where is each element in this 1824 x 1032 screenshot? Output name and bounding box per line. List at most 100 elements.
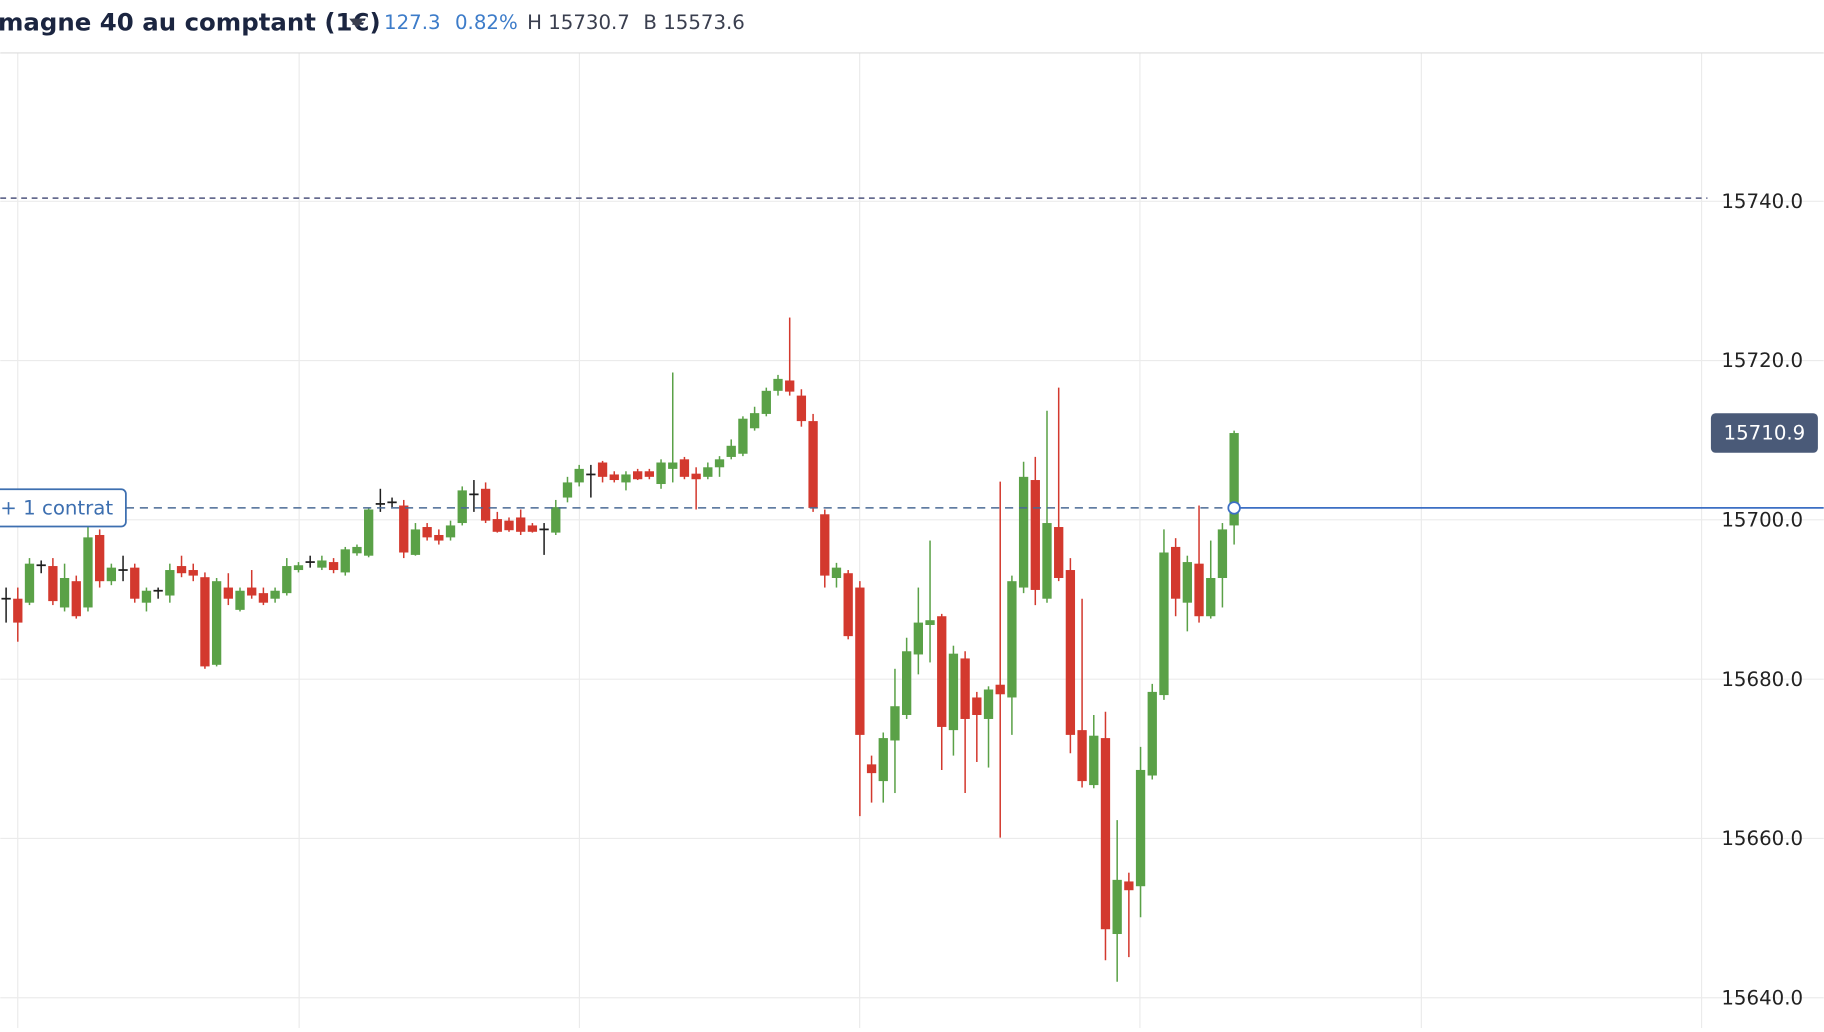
candle-body [95, 534, 105, 582]
candle-body [516, 517, 526, 532]
candle-body [1182, 562, 1192, 603]
candle-body [71, 581, 81, 617]
candle-body [948, 653, 959, 731]
candle-body [247, 587, 257, 596]
candle-body [13, 598, 23, 623]
candle-body [679, 459, 690, 477]
candle-body [703, 467, 713, 477]
instrument-title: magne 40 au comptant (1€) [0, 7, 381, 36]
candle-body [1065, 570, 1076, 735]
candle-body [24, 563, 35, 603]
candle-body [668, 462, 678, 469]
y-tick-label: 15640.0 [1721, 986, 1803, 1009]
candle-body [995, 684, 1005, 695]
grid-layer [0, 200, 1824, 999]
candle-body [59, 577, 70, 608]
day-low: B 15573.6 [643, 11, 745, 34]
candle-body [48, 566, 58, 602]
candle-body [785, 380, 795, 392]
candle-body [1124, 881, 1134, 891]
candle-body [1042, 523, 1052, 599]
candle-body [235, 590, 245, 610]
y-tick-label: 15740.0 [1721, 190, 1803, 213]
last-price-tag [1710, 413, 1818, 453]
candle-body [270, 590, 280, 599]
candle-body [340, 549, 350, 573]
candle-body [621, 474, 631, 483]
candle-body [562, 482, 573, 498]
candle-body [176, 566, 187, 574]
candle-body [1112, 879, 1122, 935]
candle-body [796, 395, 807, 422]
candle-body [1159, 552, 1169, 696]
change-pct: 0.82% [455, 11, 518, 34]
candle-body [141, 590, 152, 603]
candle-body [1030, 480, 1040, 590]
y-tick-label: 15660.0 [1721, 827, 1803, 850]
candle-body [913, 622, 923, 655]
candle-body [457, 490, 467, 524]
candle-body [1089, 735, 1099, 786]
candle-body [937, 616, 947, 727]
candle-body [761, 390, 771, 414]
candle-body [749, 413, 760, 429]
y-tick-label: 15720.0 [1721, 349, 1803, 372]
candle-body [738, 418, 748, 454]
candle-body [609, 474, 619, 481]
dropdown-arrow[interactable] [349, 18, 365, 28]
position-label-box[interactable] [0, 488, 127, 528]
candle-body [866, 764, 877, 774]
candle-body [1229, 433, 1239, 526]
candle-body [165, 570, 175, 596]
candle-body [843, 573, 853, 637]
overlay: 15640.0 15660.0 15680.0 15700.0 15720.0 15740… [0, 190, 1824, 1009]
candle-body [773, 378, 783, 391]
candle-body [714, 459, 725, 468]
candle-body [527, 525, 538, 532]
candle-body [83, 537, 93, 608]
candle-body [983, 689, 994, 719]
candle-body [644, 471, 655, 477]
candle-body [972, 697, 982, 715]
header: magne 40 au comptant (1€) 127.3 0.82% H … [0, 0, 1824, 54]
candle-body [434, 534, 444, 541]
candle-body [399, 505, 409, 553]
candle-body [925, 620, 935, 625]
candle-body [691, 473, 701, 480]
candle-body [574, 468, 584, 483]
candle-body [352, 546, 362, 554]
candle-body [480, 488, 491, 521]
header-bg [0, 0, 1824, 53]
y-tick-label: 15680.0 [1721, 668, 1803, 691]
candle-body [130, 567, 140, 599]
vertical-grid [17, 53, 1703, 1028]
candle-body [1194, 563, 1204, 617]
candle-body [633, 471, 643, 480]
candle-body [597, 462, 608, 477]
day-high: H 15730.7 [527, 11, 630, 34]
last-price-label: 15710.9 [1724, 422, 1806, 445]
candle-body [831, 567, 842, 578]
candle-body [200, 577, 210, 667]
candle-body [551, 507, 561, 533]
candle-body [317, 560, 327, 568]
candle-body [1217, 529, 1228, 578]
candle-body [1206, 577, 1216, 617]
candle-body [878, 738, 888, 782]
candle-body [1077, 730, 1087, 782]
candle-body [364, 509, 374, 556]
candle-body [282, 566, 292, 594]
candle-body [258, 593, 269, 603]
candle-body [106, 567, 117, 582]
candle-body [656, 462, 666, 485]
candle-body [1054, 527, 1064, 578]
position-label: + 1 contrat [0, 497, 113, 520]
candle-body [293, 565, 304, 571]
candle-body [808, 421, 818, 508]
candle-body [328, 562, 339, 571]
candle-body [890, 706, 900, 741]
candle-body [188, 570, 198, 576]
candle-body [855, 587, 865, 735]
